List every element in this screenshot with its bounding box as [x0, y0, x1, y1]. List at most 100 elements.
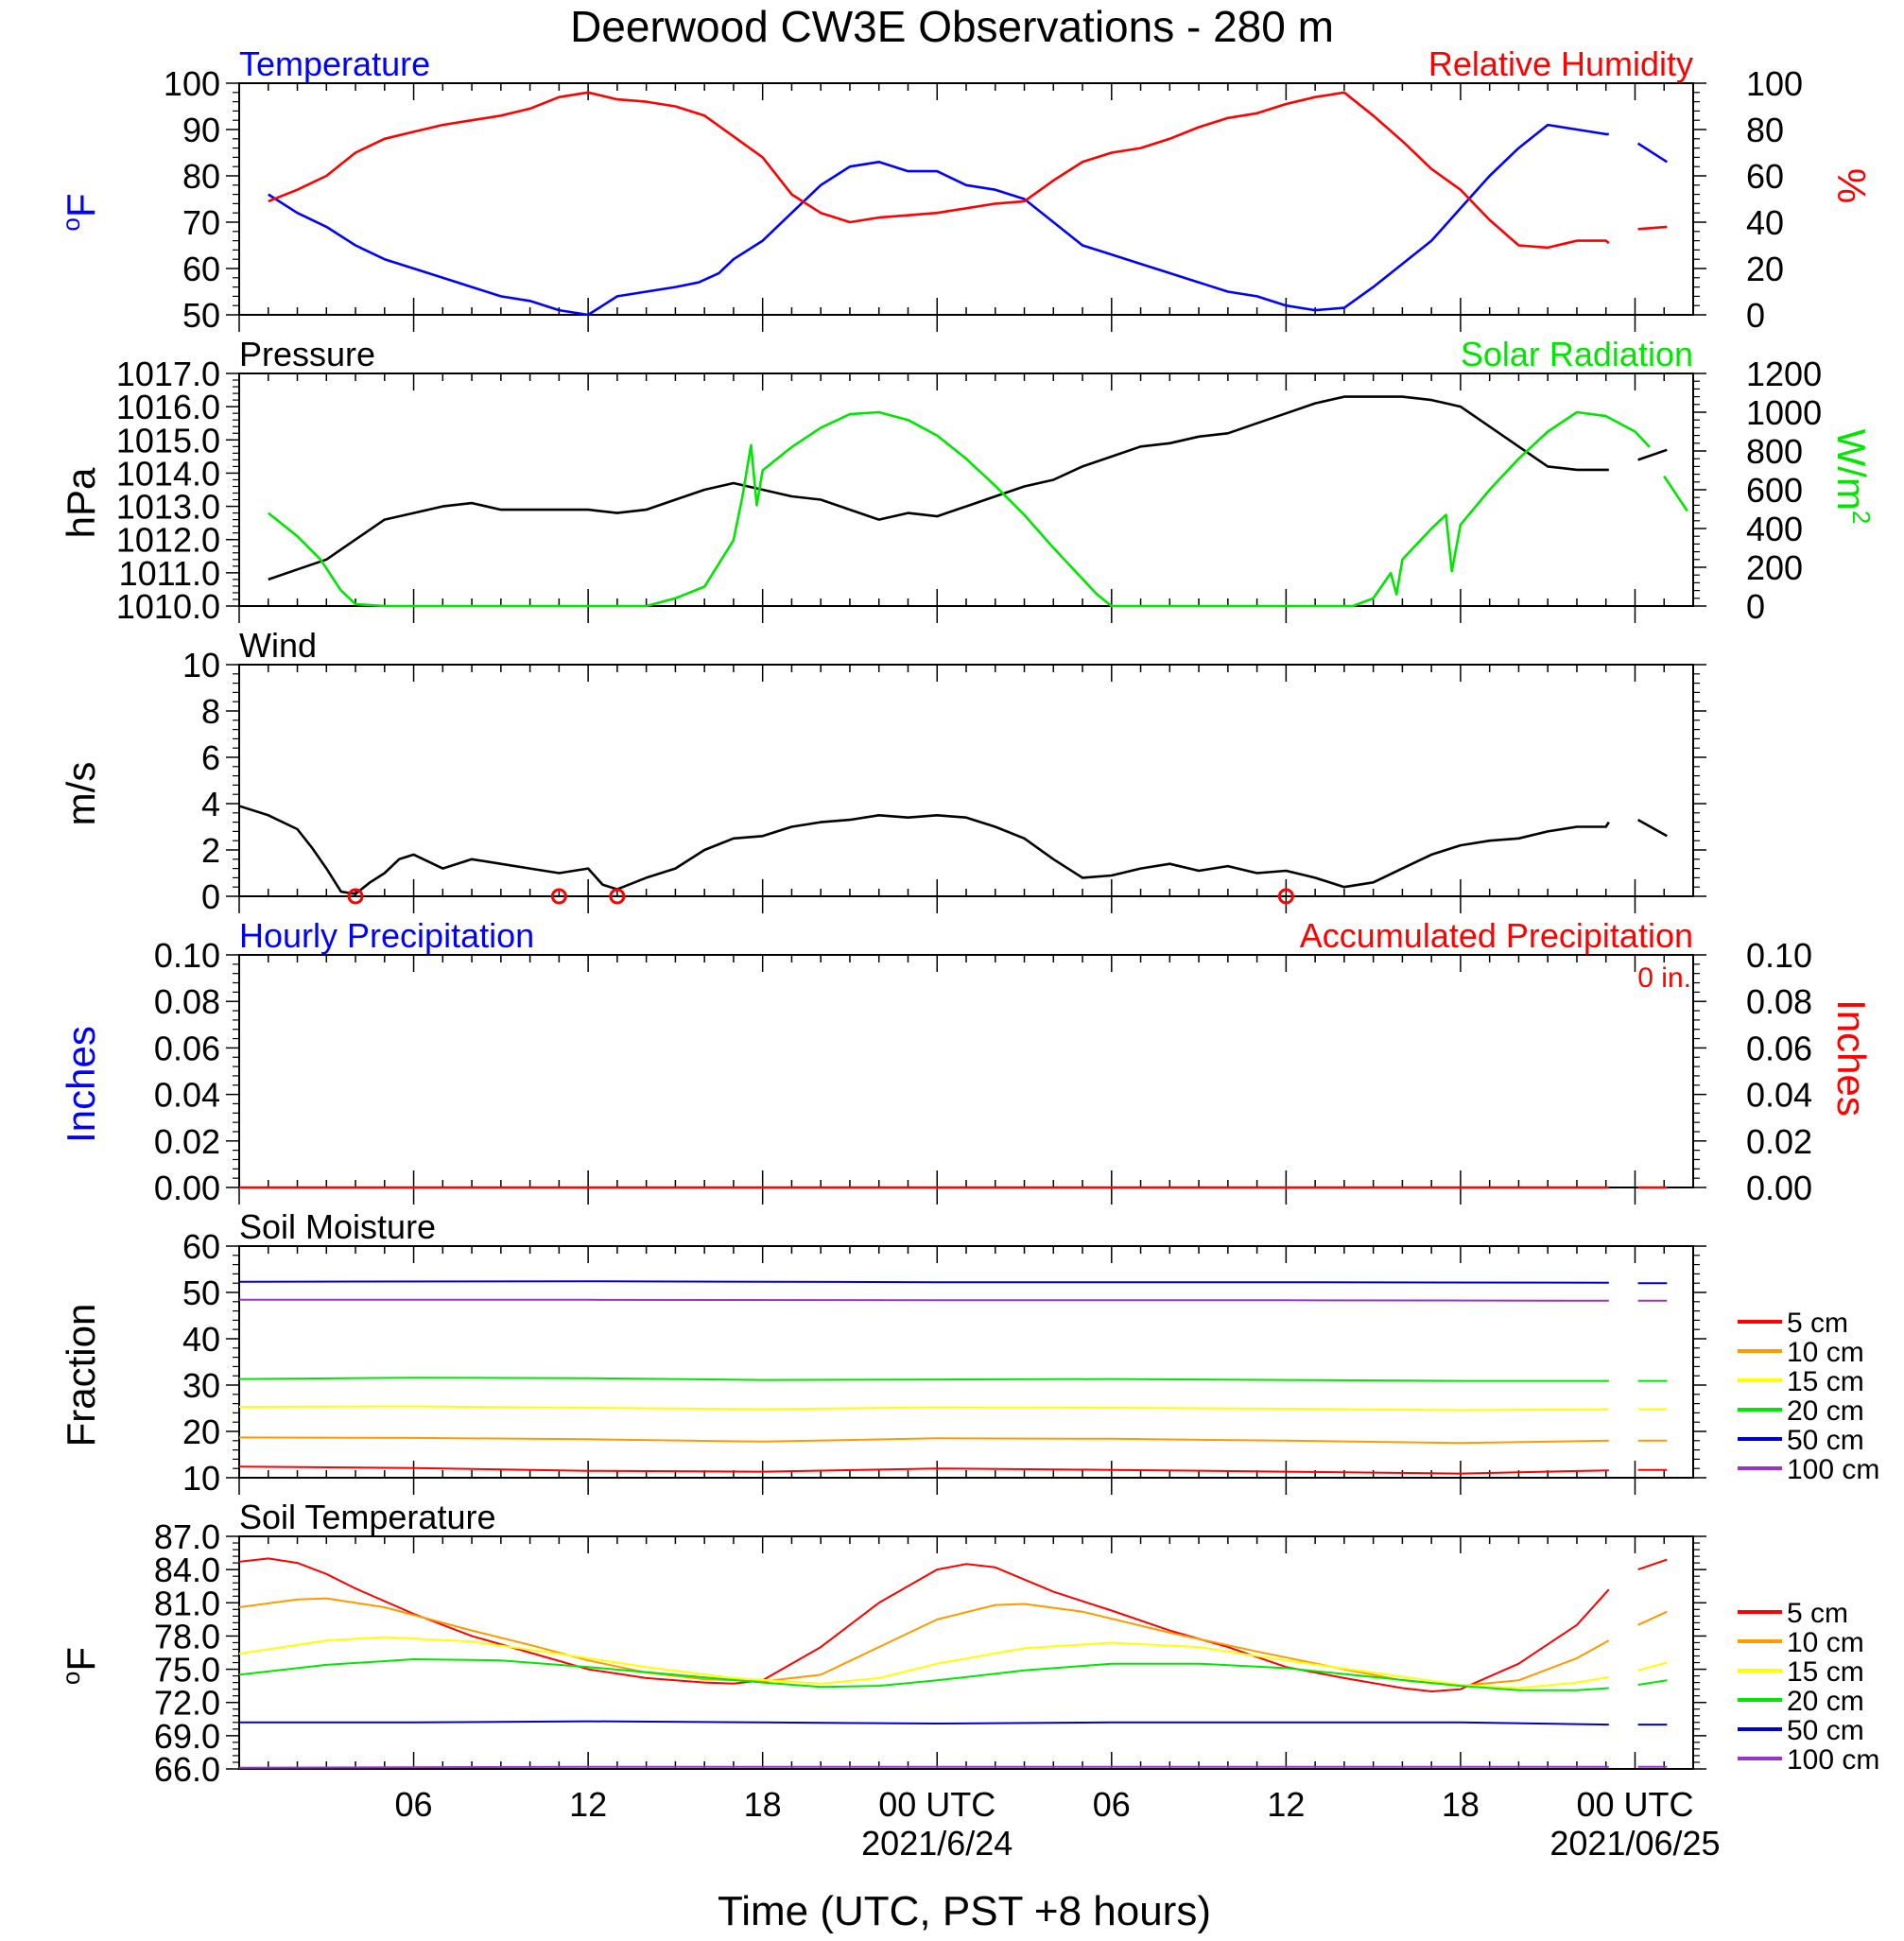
y-axis-unit-left: hPa	[59, 467, 103, 538]
series-line	[238, 1280, 1609, 1284]
legend-label: 10 cm	[1787, 1337, 1864, 1368]
y-tick-label-right: 100	[1746, 64, 1803, 103]
y-tick-label: 1017.0	[116, 355, 220, 393]
y-axis-unit-left: oF	[57, 193, 103, 231]
panel-pressure_solar: 1010.01011.01012.01013.01014.01015.01016…	[59, 335, 1876, 626]
legend-label: 20 cm	[1787, 1395, 1864, 1427]
legend-label: 100 cm	[1787, 1744, 1879, 1776]
series-group	[238, 805, 1668, 895]
y-tick-label: 0.02	[154, 1122, 220, 1161]
y-tick-label: 1012.0	[116, 521, 220, 560]
y-tick-label: 81.0	[154, 1584, 220, 1622]
y-tick-label-right: 0.10	[1746, 936, 1812, 975]
legend-label: 10 cm	[1787, 1627, 1864, 1658]
panel-right-title: Relative Humidity	[1428, 44, 1693, 83]
legend-label: 15 cm	[1787, 1656, 1864, 1688]
panel-frame	[238, 954, 1694, 1188]
panel-soil_temperature: 66.069.072.075.078.081.084.087.0 Soil Tem…	[57, 1498, 1879, 1789]
series-line	[1637, 1558, 1668, 1571]
series-group	[238, 1280, 1668, 1475]
legend-label: 100 cm	[1787, 1454, 1879, 1485]
x-tick-label: 18	[744, 1785, 782, 1824]
y-tick-label: 1016.0	[116, 388, 220, 426]
panel-temp_rh: 50 60 70 80 90 100 0 20 40 60 80 100 Temperature Rela…	[57, 44, 1874, 335]
series-line	[1637, 448, 1668, 461]
y-tick-label: 4	[201, 785, 220, 823]
x-axis-label: Time (UTC, PST +8 hours)	[718, 1888, 1211, 1934]
y-tick-label: 0.06	[154, 1029, 220, 1067]
x-tick-label: 12	[569, 1785, 607, 1824]
y-tick-label-right: 0	[1746, 296, 1765, 335]
panel-frame	[238, 373, 1694, 607]
legend-label: 50 cm	[1787, 1715, 1864, 1746]
y-tick-label: 69.0	[154, 1717, 220, 1756]
series-line	[238, 1658, 1609, 1691]
series-line	[238, 1557, 1610, 1692]
series-line	[238, 1377, 1609, 1382]
panel-left-title: Soil Moisture	[239, 1207, 436, 1246]
panel-right-title: Accumulated Precipitation	[1300, 916, 1693, 955]
series-line	[238, 1765, 1609, 1769]
y-tick-label-right: 0.06	[1746, 1029, 1812, 1067]
y-tick-label: 6	[201, 738, 220, 777]
y-tick-label: 50	[182, 1274, 220, 1312]
y-axis-unit-right: %	[1829, 168, 1874, 203]
x-tick-label: 06	[1093, 1785, 1131, 1824]
y-tick-label: 8	[201, 692, 220, 731]
series-line	[1663, 475, 1688, 512]
y-axis-unit-right: Inches	[1829, 999, 1874, 1117]
series-group	[268, 91, 1668, 317]
y-tick-label-right: 0.02	[1746, 1122, 1812, 1161]
y-tick-label: 60	[182, 1227, 220, 1266]
y-tick-label: 2	[201, 831, 220, 870]
y-axis-unit-left: Fraction	[59, 1304, 103, 1447]
y-tick-label: 0	[201, 877, 220, 916]
series-line	[1636, 142, 1668, 164]
y-tick-label-right: 0	[1746, 587, 1765, 626]
y-tick-label: 10	[182, 646, 220, 685]
legend-label: 50 cm	[1787, 1425, 1864, 1456]
calm-wind-marker	[550, 888, 567, 905]
y-tick-label-right: 1200	[1746, 355, 1822, 393]
y-tick-label-right: 200	[1746, 548, 1803, 587]
date-label: 2021/6/24	[861, 1824, 1013, 1863]
legend-label: 20 cm	[1787, 1686, 1864, 1717]
y-tick-label: 90	[182, 111, 220, 149]
series-line	[1637, 1679, 1668, 1686]
series-group	[267, 395, 1688, 608]
panel-frame	[238, 664, 1694, 897]
series-line	[1637, 225, 1668, 231]
y-tick-label-right: 0.08	[1746, 982, 1812, 1021]
x-tick-label: 00 UTC	[878, 1785, 995, 1824]
series-line	[239, 1298, 1609, 1302]
panel-left-title: Soil Temperature	[239, 1498, 495, 1536]
date-label: 2021/06/25	[1549, 1824, 1720, 1863]
series-line	[1637, 1661, 1668, 1672]
y-tick-label: 72.0	[154, 1684, 220, 1723]
panel-left-title: Temperature	[239, 44, 430, 83]
legend-label: 5 cm	[1787, 1308, 1848, 1339]
x-tick-label: 00 UTC	[1576, 1785, 1693, 1824]
y-tick-label: 1010.0	[116, 587, 220, 626]
y-tick-label-right: 400	[1746, 510, 1803, 548]
y-tick-label-right: 40	[1746, 203, 1784, 242]
y-tick-label: 1011.0	[119, 554, 220, 593]
y-tick-label-right: 0.04	[1746, 1076, 1812, 1115]
y-tick-label-right: 800	[1746, 432, 1803, 471]
y-tick-label-right: 600	[1746, 471, 1803, 510]
panel-right-title: Solar Radiation	[1461, 335, 1693, 373]
y-axis-unit-right: W/m2	[1829, 429, 1876, 525]
series-line	[1637, 1610, 1668, 1626]
panel-frame	[238, 82, 1694, 316]
y-tick-label-right: 80	[1746, 111, 1784, 149]
calm-wind-marker	[1277, 888, 1294, 905]
y-tick-label: 40	[182, 1320, 220, 1359]
series-line	[239, 1720, 1609, 1726]
panel-wind: 0 2 4 6 8 10 Wind m/s	[59, 626, 1706, 916]
y-tick-label: 20	[182, 1412, 220, 1451]
y-tick-label: 1014.0	[116, 454, 220, 493]
panel-left-title: Hourly Precipitation	[239, 916, 534, 955]
y-tick-label: 50	[182, 296, 220, 335]
